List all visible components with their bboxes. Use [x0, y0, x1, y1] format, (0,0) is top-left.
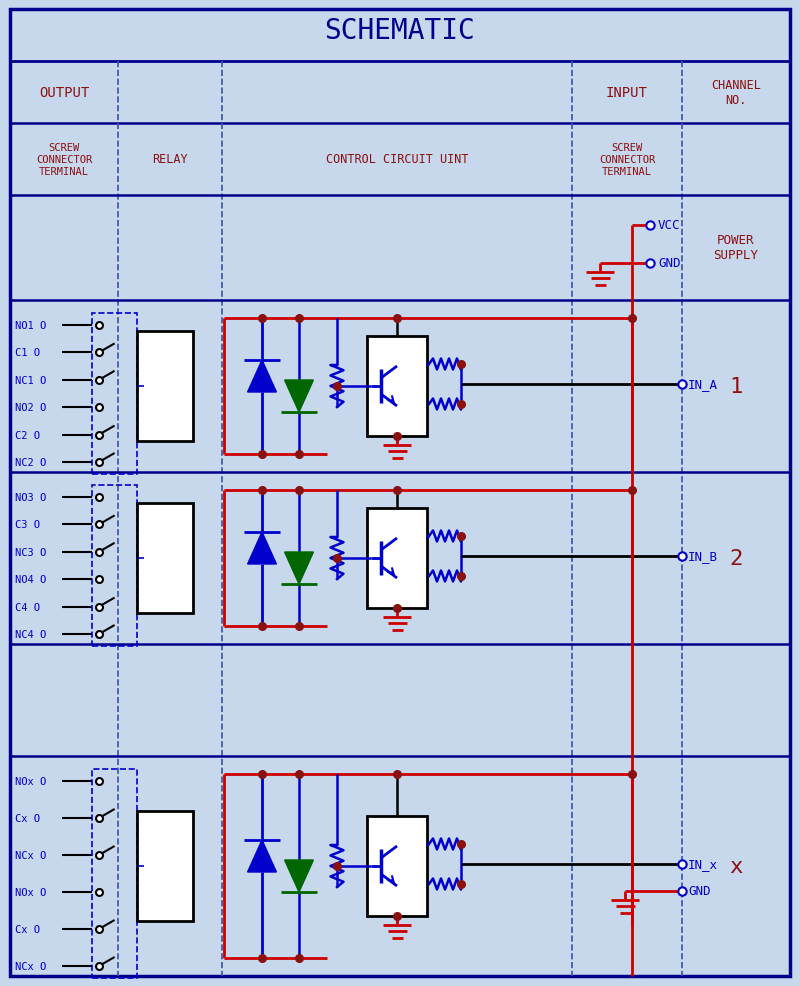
- Text: CHANNEL
NO.: CHANNEL NO.: [711, 79, 761, 106]
- Text: NCx O: NCx O: [15, 850, 46, 860]
- Bar: [137, 331, 193, 442]
- Text: 2: 2: [730, 548, 742, 568]
- Bar: [137, 811, 193, 921]
- Text: IN_B: IN_B: [688, 550, 718, 563]
- Bar: [137, 504, 193, 613]
- Bar: [92, 314, 137, 474]
- Text: SCREW
CONNECTOR
TERMINAL: SCREW CONNECTOR TERMINAL: [599, 143, 655, 176]
- Text: RELAY: RELAY: [152, 154, 188, 167]
- Text: CONTROL CIRCUIT UINT: CONTROL CIRCUIT UINT: [326, 154, 468, 167]
- Text: NO2 O: NO2 O: [15, 403, 46, 413]
- Polygon shape: [285, 552, 314, 585]
- Text: C1 O: C1 O: [15, 348, 40, 358]
- Bar: [367, 336, 427, 437]
- Text: C4 O: C4 O: [15, 602, 40, 612]
- Text: x: x: [730, 856, 742, 877]
- Text: Cx O: Cx O: [15, 813, 40, 823]
- Bar: [92, 769, 137, 978]
- Bar: [367, 816, 427, 916]
- Text: NC1 O: NC1 O: [15, 376, 46, 386]
- Text: GND: GND: [658, 257, 681, 270]
- Text: SCREW
CONNECTOR
TERMINAL: SCREW CONNECTOR TERMINAL: [36, 143, 92, 176]
- Text: IN_x: IN_x: [688, 858, 718, 871]
- Polygon shape: [285, 381, 314, 412]
- Text: NC2 O: NC2 O: [15, 458, 46, 467]
- Polygon shape: [248, 840, 277, 872]
- Text: POWER
SUPPLY: POWER SUPPLY: [714, 235, 758, 262]
- Text: NO3 O: NO3 O: [15, 492, 46, 503]
- Text: NCx O: NCx O: [15, 961, 46, 971]
- Text: C2 O: C2 O: [15, 430, 40, 440]
- Text: NC3 O: NC3 O: [15, 547, 46, 557]
- Bar: [367, 509, 427, 608]
- Text: 1: 1: [730, 377, 742, 396]
- Text: C3 O: C3 O: [15, 520, 40, 529]
- Text: IN_A: IN_A: [688, 378, 718, 391]
- Polygon shape: [248, 361, 277, 392]
- Bar: [92, 485, 137, 647]
- Text: NOx O: NOx O: [15, 887, 46, 897]
- Text: GND: GND: [688, 884, 710, 897]
- Text: SCHEMATIC: SCHEMATIC: [325, 17, 475, 45]
- Text: VCC: VCC: [658, 219, 681, 233]
- Text: NOx O: NOx O: [15, 776, 46, 786]
- Text: NO1 O: NO1 O: [15, 320, 46, 330]
- Text: Cx O: Cx O: [15, 924, 40, 934]
- Polygon shape: [285, 860, 314, 892]
- Text: NC4 O: NC4 O: [15, 629, 46, 639]
- Text: INPUT: INPUT: [606, 86, 648, 100]
- Text: NO4 O: NO4 O: [15, 575, 46, 585]
- Polygon shape: [248, 532, 277, 564]
- Text: OUTPUT: OUTPUT: [39, 86, 89, 100]
